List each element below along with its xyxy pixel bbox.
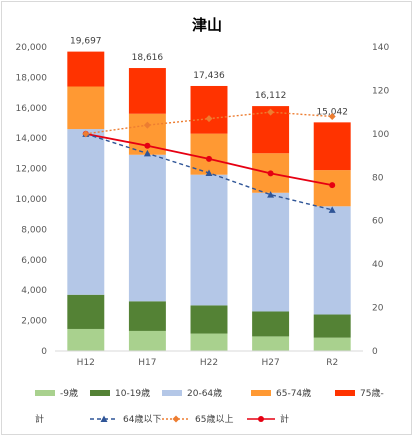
line-point-0-4 (329, 182, 336, 189)
legend-line-label-2: 65歳以上 (195, 413, 233, 425)
line-point-2-2 (205, 115, 213, 123)
legend-marker-0 (258, 416, 264, 422)
chart-title: 津山 (192, 16, 222, 34)
y-right-tick: 120 (372, 86, 389, 96)
bar-R2-seg3 (313, 170, 351, 207)
line-point-2-0 (82, 130, 90, 138)
bar-H22-seg1 (190, 305, 228, 334)
x-tick-H22: H22 (200, 358, 218, 368)
total-label-R2: 15,042 (316, 107, 348, 117)
y-left-tick: 18,000 (16, 73, 48, 83)
bar-H12-seg0 (67, 328, 105, 351)
bar-H27-seg1 (252, 311, 290, 337)
y-left-tick: 14,000 (16, 134, 48, 144)
y-left-tick: 20,000 (16, 43, 48, 53)
y-left-tick: 2,000 (21, 317, 47, 327)
y-right-tick: 100 (372, 130, 389, 140)
line-point-1-2 (205, 169, 213, 176)
bar-H12-seg2 (67, 129, 105, 295)
legend-label-2: 20-64歳 (187, 387, 222, 399)
x-tick-R2: R2 (326, 358, 338, 368)
line-point-0-1 (144, 142, 151, 149)
y-right-tick: 0 (372, 347, 378, 357)
legend-label-total-bar: 計 (35, 413, 44, 425)
y-left-tick: 10,000 (16, 195, 48, 205)
bar-R2-seg1 (313, 314, 351, 338)
x-tick-H17: H17 (138, 358, 156, 368)
bar-H12-seg3 (67, 86, 105, 130)
legend-marker-1 (100, 415, 108, 422)
bar-H17-seg2 (128, 154, 166, 302)
y-right-tick: 80 (372, 173, 384, 183)
bar-H22-seg4 (190, 85, 228, 134)
bar-H17-seg1 (128, 301, 166, 331)
y-right-tick: 140 (372, 43, 389, 53)
line-point-1-4 (328, 206, 336, 213)
y-right-tick: 60 (372, 217, 384, 227)
x-tick-H12: H12 (77, 358, 95, 368)
bar-H17-seg4 (128, 68, 166, 114)
total-label-H22: 17,436 (193, 71, 225, 81)
bar-H27-seg0 (252, 336, 290, 351)
line-point-0-3 (267, 170, 274, 177)
legend-swatch-1 (90, 390, 110, 396)
legend-swatch-4 (335, 390, 355, 396)
legend-swatch-0 (35, 390, 55, 396)
bar-H17-seg0 (128, 330, 166, 351)
legend-swatch-3 (251, 390, 271, 396)
legend-swatch-2 (162, 390, 182, 396)
total-label-H17: 18,616 (132, 53, 164, 63)
legend-line-label-0: 計 (280, 413, 289, 425)
legend-marker-2 (172, 415, 180, 423)
y-right-tick: 40 (372, 260, 384, 270)
bar-H27-seg2 (252, 192, 290, 312)
line-point-1-1 (143, 149, 151, 157)
line-point-2-3 (267, 108, 275, 116)
total-label-H27: 16,112 (255, 91, 287, 101)
legend-label-3: 65-74歳 (276, 387, 311, 399)
bar-H12-seg1 (67, 294, 105, 329)
line-point-2-1 (143, 121, 151, 129)
y-left-tick: 0 (41, 347, 47, 357)
line-point-1-3 (267, 191, 275, 198)
y-left-tick: 4,000 (21, 286, 47, 296)
total-label-H12: 19,697 (70, 37, 102, 47)
bar-R2-seg2 (313, 206, 351, 315)
legend-label-4: 75歳- (360, 387, 384, 399)
bar-R2-seg4 (313, 122, 351, 171)
legend-label-1: 10-19歳 (115, 387, 150, 399)
x-tick-H27: H27 (261, 358, 279, 368)
y-left-tick: 8,000 (21, 225, 47, 235)
line-point-0-2 (206, 155, 212, 162)
line-point-2-4 (328, 112, 336, 120)
bar-H22-seg2 (190, 174, 228, 306)
bar-H22-seg0 (190, 333, 228, 351)
y-left-tick: 6,000 (21, 256, 47, 266)
bar-H12-seg4 (67, 51, 105, 87)
bar-R2-seg0 (313, 337, 351, 351)
legend-line-label-1: 64歳以下 (123, 413, 161, 425)
y-left-tick: 16,000 (16, 104, 48, 114)
y-right-tick: 20 (372, 304, 384, 314)
bar-H22-seg3 (190, 133, 228, 175)
y-left-tick: 12,000 (16, 165, 48, 175)
legend-label-0: -9歳 (60, 387, 78, 399)
